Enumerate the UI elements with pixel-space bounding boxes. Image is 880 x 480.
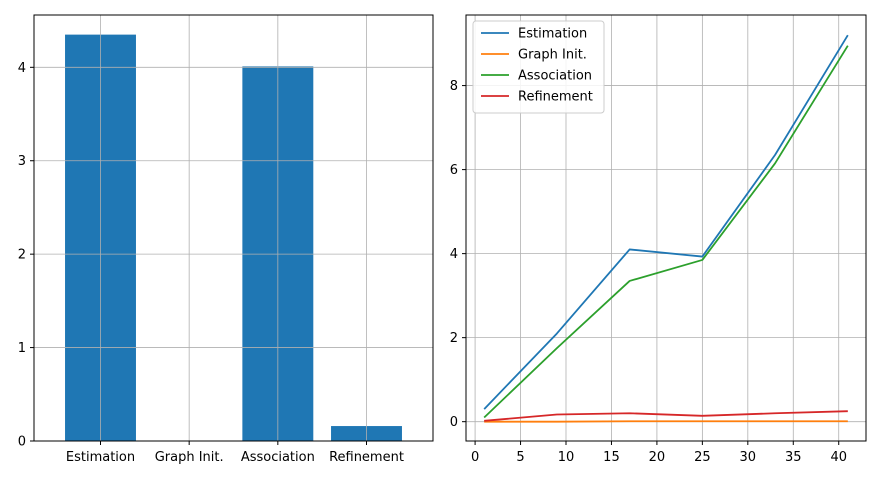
plot-frame xyxy=(465,14,867,442)
x-tick-label: Association xyxy=(241,450,315,465)
y-tick-label: 2 xyxy=(450,331,458,346)
line-chart: 0 2 4 6 8 0 5 10 15 20 25 30 35 40 Estimation Graph Ini… xyxy=(450,14,867,465)
series-line-refinement xyxy=(484,410,848,422)
x-tick-label: 20 xyxy=(649,450,666,465)
y-tick-label: 4 xyxy=(18,61,26,76)
legend-label: Association xyxy=(518,69,592,84)
legend-label: Graph Init. xyxy=(518,48,587,63)
y-tick-label: 3 xyxy=(18,154,26,169)
x-tick-label: Refinement xyxy=(329,450,404,465)
y-tick-label: 8 xyxy=(450,79,458,94)
legend-box xyxy=(472,20,605,114)
x-tick-label: 10 xyxy=(558,450,575,465)
y-tick-label: 2 xyxy=(18,248,26,263)
bar-chart: 0 1 2 3 4 Estimation Graph Init. Association Ref… xyxy=(18,14,434,465)
x-tick-label: Graph Init. xyxy=(155,450,224,465)
legend: Estimation Graph Init. Association Refineme… xyxy=(472,20,605,114)
y-tick-label: 4 xyxy=(450,247,458,262)
x-tick-label: Estimation xyxy=(66,450,135,465)
y-tick-label: 0 xyxy=(450,415,458,430)
y-tick-label: 6 xyxy=(450,163,458,178)
series-line-estimation xyxy=(483,34,849,410)
y-tick-label: 1 xyxy=(18,341,26,356)
y-tick-label: 0 xyxy=(18,435,26,450)
x-tick-label: 30 xyxy=(740,450,757,465)
x-tick-label: 5 xyxy=(516,450,524,465)
plot-frame xyxy=(33,14,434,442)
legend-label: Refinement xyxy=(518,90,593,105)
x-tick-label: 35 xyxy=(785,450,802,465)
x-tick-label: 25 xyxy=(694,450,711,465)
series-line-association xyxy=(483,45,849,419)
legend-label: Estimation xyxy=(518,27,587,42)
x-tick-label: 15 xyxy=(603,450,620,465)
x-tick-label: 40 xyxy=(830,450,847,465)
x-tick-label: 0 xyxy=(471,450,479,465)
